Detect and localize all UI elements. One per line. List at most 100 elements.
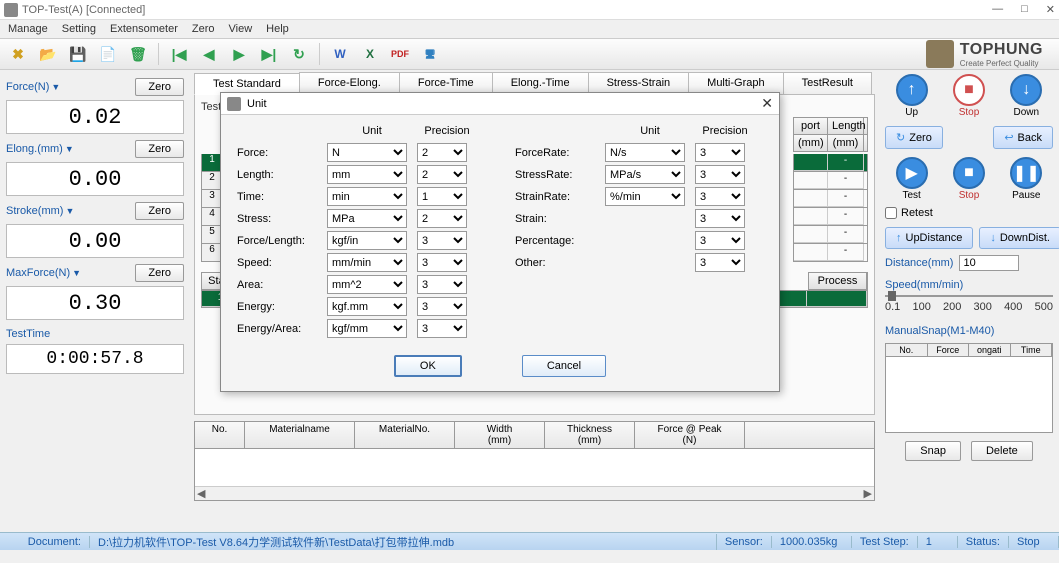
stop-button[interactable]: ■Stop <box>944 157 994 201</box>
precision-select[interactable]: 3 <box>695 253 745 272</box>
tab-elongtime[interactable]: Elong.-Time <box>492 72 589 94</box>
zero-button-0[interactable]: Zero <box>135 78 184 96</box>
menu-extensometer[interactable]: Extensometer <box>110 23 178 35</box>
col-header: Thickness (mm) <box>545 422 635 448</box>
close-icon[interactable]: ✕ <box>1046 3 1055 16</box>
unit-select[interactable]: kgf.mm <box>327 297 407 316</box>
unit-dialog: Unit ✕ UnitPrecision Force:N2Length:mm2T… <box>220 92 780 392</box>
reading-value: 0.00 <box>6 224 184 258</box>
col-header: Width (mm) <box>455 422 545 448</box>
tool-icon[interactable]: ✖ <box>6 42 30 66</box>
first-icon[interactable]: |◀ <box>167 42 191 66</box>
brand-icon <box>926 40 954 68</box>
precision-select[interactable]: 1 <box>417 187 467 206</box>
zero-button-2[interactable]: Zero <box>135 202 184 220</box>
open-icon[interactable]: 📂 <box>36 42 60 66</box>
unit-select[interactable]: kgf/in <box>327 231 407 250</box>
menu-manage[interactable]: Manage <box>8 23 48 35</box>
unit-select[interactable]: mm^2 <box>327 275 407 294</box>
unit-select[interactable]: N <box>327 143 407 162</box>
unit-select[interactable]: min <box>327 187 407 206</box>
retest-checkbox[interactable] <box>885 207 897 219</box>
testtime-value: 0:00:57.8 <box>6 344 184 374</box>
test-button[interactable]: ▶Test <box>887 157 937 201</box>
menu-setting[interactable]: Setting <box>62 23 96 35</box>
excel-icon[interactable]: X <box>358 42 382 66</box>
reading-value: 0.00 <box>6 162 184 196</box>
unit-select[interactable]: mm/min <box>327 253 407 272</box>
menu-zero[interactable]: Zero <box>192 23 215 35</box>
down-button[interactable]: ↓Down <box>1001 74 1051 118</box>
precision-select[interactable]: 3 <box>695 209 745 228</box>
col-header: Materialname <box>245 422 355 448</box>
updistance-button[interactable]: ↑UpDistance <box>885 227 973 249</box>
speed-slider[interactable] <box>885 295 1053 297</box>
zero-button-1[interactable]: Zero <box>135 140 184 158</box>
precision-select[interactable]: 2 <box>417 165 467 184</box>
next-icon[interactable]: ▶ <box>227 42 251 66</box>
precision-select[interactable]: 3 <box>417 319 467 338</box>
pause-button[interactable]: ❚❚Pause <box>1001 157 1051 201</box>
distance-input[interactable] <box>959 255 1019 271</box>
maximize-icon[interactable]: □ <box>1021 3 1028 16</box>
delete-button[interactable]: Delete <box>971 441 1033 461</box>
up-button[interactable]: ↑Up <box>887 74 937 118</box>
distance-label: Distance(mm) <box>885 257 953 269</box>
minimize-icon[interactable]: — <box>992 3 1003 16</box>
last-icon[interactable]: ▶| <box>257 42 281 66</box>
precision-select[interactable]: 3 <box>417 297 467 316</box>
status-bar: Document: D:\拉力机软件\TOP-Test V8.64力学测试软件新… <box>0 532 1059 550</box>
precision-select[interactable]: 3 <box>695 143 745 162</box>
stop-button[interactable]: ■Stop <box>944 74 994 118</box>
tab-multigraph[interactable]: Multi-Graph <box>688 72 783 94</box>
unit-select[interactable]: N/s <box>605 143 685 162</box>
cancel-button[interactable]: Cancel <box>522 355 606 377</box>
col-header: No. <box>195 422 245 448</box>
unit-select[interactable]: kgf/mm <box>327 319 407 338</box>
unit-select[interactable]: MPa <box>327 209 407 228</box>
precision-select[interactable]: 3 <box>695 187 745 206</box>
menu-help[interactable]: Help <box>266 23 289 35</box>
manualsnap-label: ManualSnap(M1-M40) <box>885 325 1053 337</box>
scroll-left-icon[interactable]: ◀ <box>197 487 205 500</box>
snap-button[interactable]: Snap <box>905 441 961 461</box>
zero-button-3[interactable]: Zero <box>135 264 184 282</box>
ok-button[interactable]: OK <box>394 355 462 377</box>
downdistance-button[interactable]: ↓DownDist. <box>979 227 1059 249</box>
scroll-right-icon[interactable]: ▶ <box>864 487 872 500</box>
reading-label[interactable]: MaxForce(N) ▼ <box>6 267 81 279</box>
reading-label[interactable]: Force(N) ▼ <box>6 81 60 93</box>
tab-stressstrain[interactable]: Stress-Strain <box>588 72 690 94</box>
precision-select[interactable]: 2 <box>417 143 467 162</box>
delete-icon[interactable]: 🗑 <box>126 42 150 66</box>
unit-select[interactable]: %/min <box>605 187 685 206</box>
precision-select[interactable]: 2 <box>417 209 467 228</box>
save-icon[interactable]: 💾 <box>66 42 90 66</box>
brand-name: TOPHUNG <box>960 41 1043 59</box>
precision-select[interactable]: 3 <box>417 231 467 250</box>
menu-view[interactable]: View <box>229 23 253 35</box>
unit-select[interactable]: MPa/s <box>605 165 685 184</box>
tab-forceelong[interactable]: Force-Elong. <box>299 72 400 94</box>
zero-button[interactable]: ↻Zero <box>885 126 943 149</box>
dialog-title: Unit <box>247 98 267 110</box>
dialog-close-icon[interactable]: ✕ <box>761 95 773 112</box>
tab-testresult[interactable]: TestResult <box>783 72 872 94</box>
precision-select[interactable]: 3 <box>695 231 745 250</box>
pdf-icon[interactable]: PDF <box>388 42 412 66</box>
precision-select[interactable]: 3 <box>695 165 745 184</box>
doc-icon[interactable]: 📄 <box>96 42 120 66</box>
precision-select[interactable]: 3 <box>417 253 467 272</box>
unit-select[interactable]: mm <box>327 165 407 184</box>
word-icon[interactable]: W <box>328 42 352 66</box>
back-button[interactable]: ↩Back <box>993 126 1053 149</box>
reading-label[interactable]: Stroke(mm) ▼ <box>6 205 74 217</box>
results-grid: No.MaterialnameMaterialNo.Width (mm)Thic… <box>194 421 875 501</box>
reading-value: 0.02 <box>6 100 184 134</box>
prev-icon[interactable]: ◀ <box>197 42 221 66</box>
screen-icon[interactable]: 🖥 <box>418 42 442 66</box>
precision-select[interactable]: 3 <box>417 275 467 294</box>
reading-label[interactable]: Elong.(mm) ▼ <box>6 143 74 155</box>
tab-forcetime[interactable]: Force-Time <box>399 72 493 94</box>
refresh-icon[interactable]: ↻ <box>287 42 311 66</box>
